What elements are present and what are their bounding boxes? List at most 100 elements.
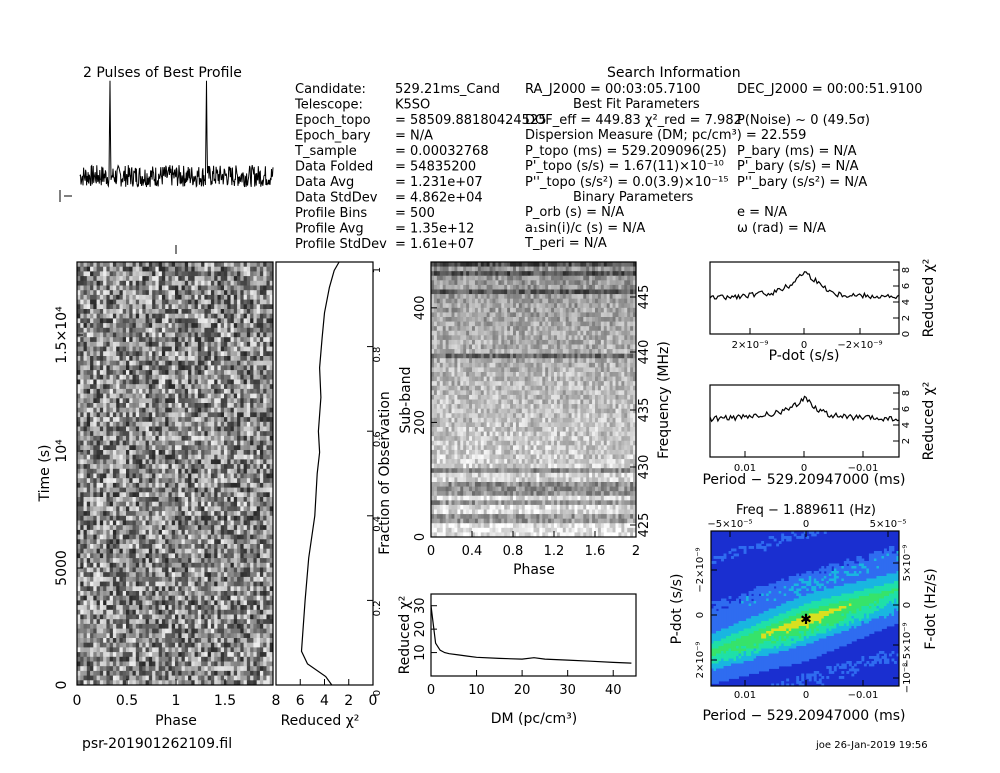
time-phase-pixel xyxy=(224,623,228,629)
time-phase-pixel xyxy=(99,553,104,559)
time-phase-pixel xyxy=(103,464,107,470)
time-phase-pixel xyxy=(96,628,101,634)
time-phase-pixel xyxy=(86,548,91,554)
time-phase-pixel xyxy=(233,576,238,582)
time-phase-pixel xyxy=(191,520,195,526)
time-phase-pixel xyxy=(263,576,267,582)
time-phase-pixel xyxy=(246,572,251,578)
time-phase-pixel xyxy=(210,501,215,507)
time-phase-pixel xyxy=(119,572,124,578)
time-phase-pixel xyxy=(142,558,146,564)
time-phase-pixel xyxy=(158,445,163,451)
time-phase-pixel xyxy=(161,421,166,427)
time-phase-pixel xyxy=(116,605,120,611)
time-phase-pixel xyxy=(269,417,274,423)
time-phase-pixel xyxy=(132,506,137,512)
time-phase-pixel xyxy=(188,581,192,587)
time-phase-pixel xyxy=(227,309,231,315)
time-phase-pixel xyxy=(253,609,258,615)
time-phase-pixel xyxy=(217,271,222,277)
time-phase-pixel xyxy=(129,567,133,573)
time-phase-pixel xyxy=(96,313,101,319)
time-phase-pixel xyxy=(155,337,160,343)
time-phase-pixel xyxy=(240,595,244,601)
time-phase-pixel xyxy=(99,379,104,385)
time-phase-pixel xyxy=(237,525,241,531)
time-phase-pixel xyxy=(230,515,235,521)
time-phase-pixel xyxy=(83,600,88,606)
time-phase-pixel xyxy=(168,360,173,366)
time-phase-pixel xyxy=(191,393,195,399)
time-phase-pixel xyxy=(201,482,205,488)
time-phase-pixel xyxy=(201,440,205,446)
time-phase-pixel xyxy=(194,473,199,479)
time-phase-pixel xyxy=(178,426,182,432)
time-phase-pixel xyxy=(83,421,88,427)
time-phase-pixel xyxy=(155,370,160,376)
time-phase-pixel xyxy=(165,299,169,305)
time-phase-pixel xyxy=(266,515,271,521)
time-phase-pixel xyxy=(77,529,81,535)
time-phase-pixel xyxy=(246,614,251,620)
time-phase-pixel xyxy=(148,393,153,399)
time-phase-pixel xyxy=(184,614,189,620)
time-phase-pixel xyxy=(83,482,88,488)
time-phase-pixel xyxy=(171,388,176,394)
time-phase-pixel xyxy=(132,567,137,573)
time-phase-pixel xyxy=(178,431,182,437)
time-phase-pixel xyxy=(217,309,222,315)
time-phase-pixel xyxy=(197,299,202,305)
time-phase-pixel xyxy=(210,529,215,535)
time-phase-pixel xyxy=(256,285,261,291)
time-phase-pixel xyxy=(191,262,195,268)
time-phase-pixel xyxy=(233,501,238,507)
time-phase-pixel xyxy=(269,435,274,441)
time-phase-pixel xyxy=(188,309,192,315)
time-phase-pixel xyxy=(80,403,84,409)
time-phase-pixel xyxy=(250,327,254,333)
time-phase-pixel xyxy=(250,384,254,390)
time-phase-pixel xyxy=(96,567,101,573)
time-phase-pixel xyxy=(93,605,97,611)
time-phase-pixel xyxy=(175,294,179,300)
time-phase-pixel xyxy=(210,619,215,625)
time-phase-pixel xyxy=(145,633,150,639)
time-phase-pixel xyxy=(263,266,267,272)
time-phase-pixel xyxy=(188,586,192,592)
time-phase-pixel xyxy=(210,351,215,357)
time-phase-pixel xyxy=(210,365,215,371)
time-phase-pixel xyxy=(77,323,81,329)
time-phase-pixel xyxy=(99,529,104,535)
time-phase-pixel xyxy=(155,539,160,545)
time-phase-pixel xyxy=(201,562,205,568)
time-phase-pixel xyxy=(269,534,274,540)
time-phase-pixel xyxy=(86,534,91,540)
time-phase-pixel xyxy=(227,370,231,376)
time-phase-pixel xyxy=(139,506,143,512)
time-phase-pixel xyxy=(80,534,84,540)
time-phase-pixel xyxy=(240,468,244,474)
time-phase-pixel xyxy=(129,309,133,315)
time-phase-pixel xyxy=(191,445,195,451)
time-phase-pixel xyxy=(93,609,97,615)
time-phase-pixel xyxy=(204,435,209,441)
time-phase-pixel xyxy=(233,619,238,625)
time-phase-pixel xyxy=(165,398,169,404)
time-phase-pixel xyxy=(178,492,182,498)
time-phase-pixel xyxy=(132,417,137,423)
time-phase-pixel xyxy=(250,332,254,338)
time-phase-pixel xyxy=(132,294,137,300)
time-phase-pixel xyxy=(152,304,156,310)
ra-value: RA_J2000 = 00:03:05.7100 xyxy=(525,82,701,97)
time-phase-pixel xyxy=(148,412,153,418)
time-phase-pixel xyxy=(148,619,153,625)
time-phase-pixel xyxy=(129,464,133,470)
time-phase-pixel xyxy=(210,313,215,319)
time-phase-pixel xyxy=(96,638,101,644)
time-phase-pixel xyxy=(220,285,225,291)
time-phase-pixel xyxy=(256,323,261,329)
time-phase-pixel xyxy=(106,417,111,423)
time-phase-pixel xyxy=(256,290,261,296)
time-phase-pixel xyxy=(224,558,228,564)
time-phase-pixel xyxy=(230,337,235,343)
